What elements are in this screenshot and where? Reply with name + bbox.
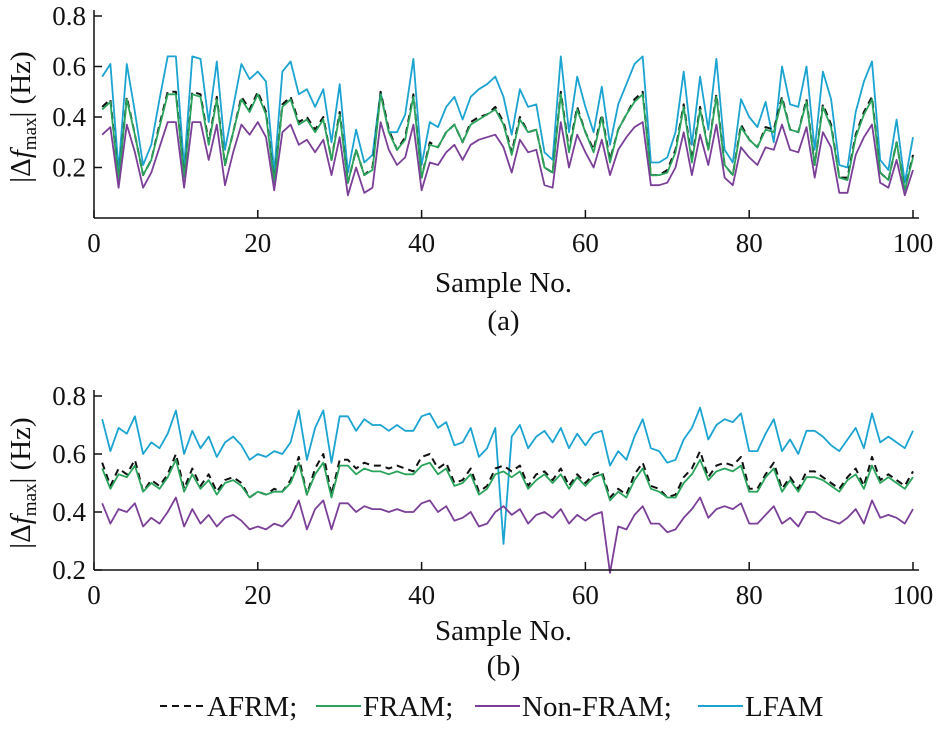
x-axis-label: Sample No. xyxy=(435,267,572,299)
x-tick-label: 60 xyxy=(572,228,599,258)
series-line-fram xyxy=(101,93,914,192)
x-tick-label: 0 xyxy=(87,228,101,258)
x-tick-label: 80 xyxy=(736,228,763,258)
y-tick-label: 0.6 xyxy=(52,439,86,469)
series-line-non-fram xyxy=(101,121,914,197)
y-label-prefix: |Δ xyxy=(5,524,37,548)
chart-panel-b: 0 20 40 60 80 100 0.2 0.4 0.6 0.8 Sample No.(b) |Δf… xyxy=(5,381,933,682)
y-label-suffix: | (Hz) xyxy=(5,51,37,117)
panel-caption: (b) xyxy=(487,650,521,682)
legend: AFRM; FRAM; Non-FRAM; LFAM xyxy=(160,691,823,723)
legend-label-2: Non-FRAM; xyxy=(522,691,672,723)
x-tick-label: 0 xyxy=(87,580,101,610)
y-label-prefix: |Δ xyxy=(5,158,37,182)
y-tick-label: 0.2 xyxy=(52,555,86,585)
series-line-lfam xyxy=(101,406,914,545)
series-group xyxy=(101,55,914,197)
x-tick-label: 80 xyxy=(736,580,763,610)
y-tick-label: 0.8 xyxy=(52,1,86,31)
series-line-lfam xyxy=(101,55,914,184)
y-tick-label: 0.4 xyxy=(52,497,86,527)
y-label-suffix: | (Hz) xyxy=(5,417,37,483)
y-tick-label: 0.4 xyxy=(52,102,86,132)
x-tick-label: 20 xyxy=(244,228,271,258)
y-tick-label: 0.2 xyxy=(52,153,86,183)
x-tick-label: 100 xyxy=(893,228,934,258)
series-line-non-fram xyxy=(101,496,914,574)
series-group xyxy=(101,406,914,574)
legend-label-0: AFRM; xyxy=(207,691,297,723)
series-line-fram xyxy=(101,458,914,502)
y-axis-label: |Δfmax| (Hz) xyxy=(5,51,41,182)
panel-caption: (a) xyxy=(487,305,519,337)
series-line-afrm xyxy=(101,450,914,499)
y-label-sub: max xyxy=(20,117,41,150)
x-tick-label: 60 xyxy=(572,580,599,610)
x-tick-label: 40 xyxy=(408,228,435,258)
y-tick-label: 0.8 xyxy=(52,381,86,411)
x-tick-label: 20 xyxy=(244,580,271,610)
x-tick-label: 40 xyxy=(408,580,435,610)
x-tick-label: 100 xyxy=(893,580,934,610)
legend-label-3: LFAM xyxy=(745,691,823,723)
chart-panel-a: 0 20 40 60 80 100 0.2 0.4 0.6 0.8 Sample No. (a) |Δf… xyxy=(5,1,933,337)
legend-label-1: FRAM; xyxy=(363,691,453,723)
y-tick-label: 0.6 xyxy=(52,52,86,82)
y-label-sub: max xyxy=(20,483,41,516)
y-axis-label: |Δfmax| (Hz) xyxy=(5,417,41,548)
x-axis-label: Sample No. xyxy=(435,615,572,647)
